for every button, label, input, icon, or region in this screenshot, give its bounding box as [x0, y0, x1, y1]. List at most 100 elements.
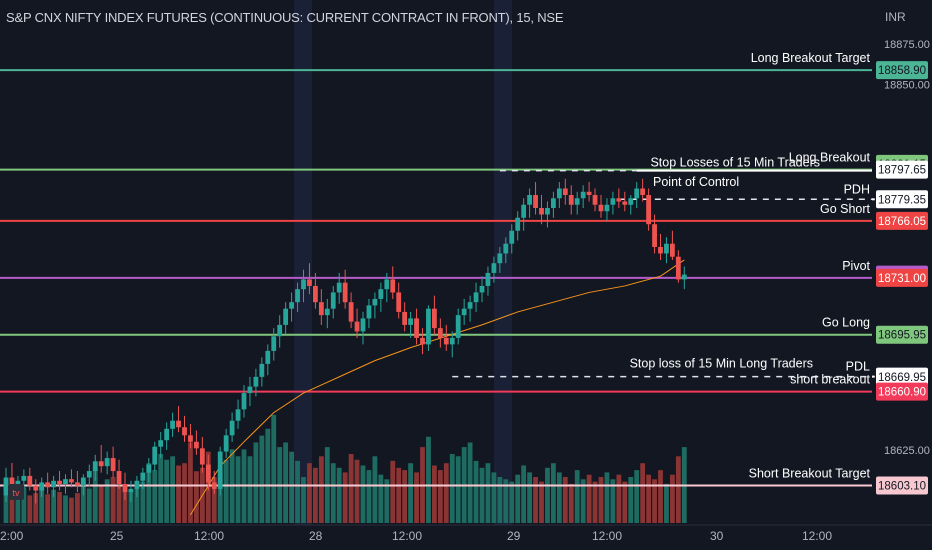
candle-body: [313, 285, 318, 303]
candle-body: [253, 376, 259, 387]
candle-body: [598, 204, 604, 212]
volume-bar: [271, 414, 277, 523]
volume-bar: [146, 463, 152, 523]
candle-body: [408, 318, 413, 325]
candle-body: [57, 480, 62, 485]
volume-bar: [610, 479, 616, 523]
volume-bar: [521, 465, 527, 523]
volume-bar: [15, 488, 21, 523]
candle-body: [110, 458, 116, 472]
volume-bar: [652, 479, 657, 523]
volume-bar: [164, 459, 170, 523]
volume-bar: [265, 428, 271, 523]
volume-bar: [98, 485, 104, 523]
candle-body: [348, 302, 354, 322]
volume-bar: [92, 467, 98, 523]
candle-body: [562, 188, 568, 196]
x-tick-label: 12:00: [592, 529, 622, 543]
volume-bar: [152, 470, 158, 523]
candle-body: [414, 318, 419, 338]
candle-body: [116, 471, 122, 485]
volume-bar: [622, 481, 628, 523]
candle-body: [3, 477, 9, 496]
candle-body: [324, 308, 330, 316]
volume-bar: [562, 477, 568, 523]
candle-body: [69, 479, 74, 483]
volume-bar: [515, 474, 521, 523]
volume-bar: [33, 493, 39, 523]
price-tag-label: 18766.05: [878, 216, 926, 228]
price-tag-label: 18669.95: [878, 372, 926, 384]
candles: [3, 178, 687, 504]
volume-bar: [122, 488, 128, 523]
price-tag: [876, 160, 928, 179]
candle-body: [628, 198, 634, 205]
candle-body: [122, 484, 128, 493]
candle-body: [449, 337, 455, 345]
candle-body: [574, 198, 580, 205]
candle-body: [670, 243, 675, 257]
price-tag: [876, 382, 928, 401]
candle-body: [205, 464, 211, 483]
candle-body: [283, 308, 289, 325]
volume-bar: [253, 442, 259, 523]
price-tag: [876, 268, 928, 287]
candle-body: [503, 243, 509, 254]
price-tag: [876, 211, 928, 230]
volume-bar: [670, 474, 675, 523]
candle-body: [194, 441, 199, 449]
volume-bar: [9, 490, 15, 523]
volume-bar: [378, 474, 384, 523]
volume-bar: [342, 472, 348, 523]
volume-bar: [634, 470, 640, 523]
candle-body: [527, 195, 532, 205]
volume-bar: [217, 472, 223, 523]
candle-body: [664, 243, 669, 254]
volume-bar: [402, 470, 408, 523]
volume-bar: [598, 477, 604, 523]
price-tag-label: 18858.90: [878, 65, 926, 77]
chart-logo: tv: [8, 484, 24, 500]
volume-bar: [69, 497, 74, 523]
candle-body: [586, 191, 592, 196]
candle-body: [604, 204, 610, 212]
x-tick-label: 28: [309, 529, 323, 543]
volume-bar: [640, 463, 646, 523]
volume-bar: [509, 481, 515, 523]
candle-body: [217, 451, 223, 489]
candle-body: [533, 195, 538, 208]
candle-body: [360, 318, 366, 332]
volume-bar: [396, 467, 402, 523]
candle-body: [247, 386, 253, 394]
time-axis: 2:00 25 12:00 28 12:00 29 12:00 30 12:00: [0, 524, 932, 543]
volume-bar: [301, 477, 306, 523]
level-lines: [0, 69, 872, 487]
candle-body: [634, 188, 640, 199]
candle-body: [140, 472, 146, 481]
candle-body: [545, 207, 550, 215]
volume-bar: [247, 456, 253, 523]
volume-bar: [45, 494, 51, 523]
volume-bar: [128, 490, 134, 523]
candle-body: [182, 427, 187, 436]
candle-body: [497, 253, 503, 264]
volume-bars: [3, 414, 687, 523]
level-label: Pivot: [842, 259, 870, 273]
volume-bar: [140, 481, 146, 523]
candle-body: [646, 195, 651, 225]
volume-bar: [176, 465, 181, 523]
candle-body: [235, 409, 241, 421]
candle-body: [378, 289, 384, 299]
volume-bar: [289, 451, 294, 523]
volume-bar: [104, 479, 110, 523]
candle-body: [366, 305, 372, 319]
x-tick-label: 29: [507, 529, 521, 543]
candle-body: [188, 435, 193, 442]
level-label: Go Short: [820, 202, 871, 216]
candle-body: [354, 321, 360, 332]
dashed-lines: [452, 169, 875, 378]
candle-body: [241, 393, 247, 410]
volume-bar: [503, 479, 509, 523]
volume-bar: [57, 491, 62, 523]
